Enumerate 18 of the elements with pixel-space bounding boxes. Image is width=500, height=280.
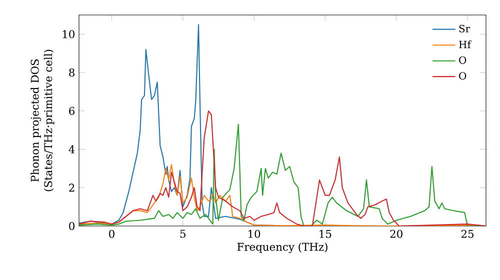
y-axis-title: Phonon projected DOS (States/THz·primitive cell)	[30, 50, 54, 192]
y-tick-label: 4	[68, 145, 75, 154]
x-tick-label: 5	[180, 230, 186, 238]
y-tick-label: 2	[69, 184, 74, 192]
legend-label: O	[459, 72, 466, 80]
x-tick-label: 20	[390, 230, 402, 238]
x-tick-label: 10	[248, 230, 260, 238]
legend-label: O	[459, 56, 466, 64]
x-tick-label: 25	[461, 230, 474, 238]
y-tick-label: 0	[69, 222, 74, 230]
legend-label: Hf	[459, 40, 472, 48]
x-axis-title: Frequency (THz)	[237, 242, 328, 254]
x-tick-label: 0	[109, 230, 114, 238]
y-tick-label: 8	[69, 68, 74, 77]
x-tick-label: 15	[320, 230, 332, 238]
y-tick-label: 10	[62, 30, 74, 38]
y-tick-label: 6	[69, 106, 74, 115]
legend-label: Sr	[459, 24, 470, 32]
